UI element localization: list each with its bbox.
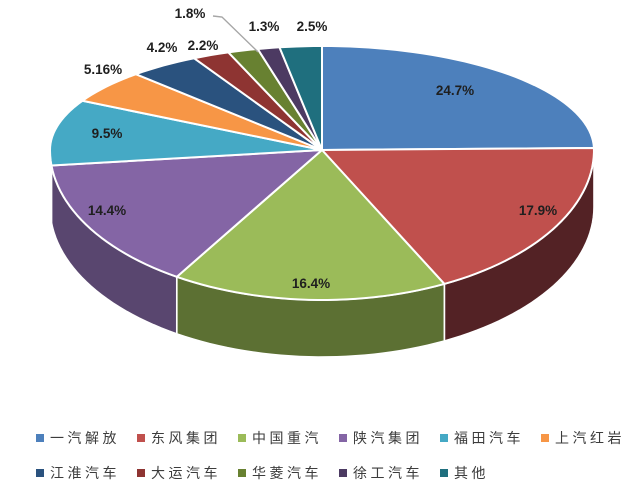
- pie-slice-0: [321, 45, 595, 151]
- legend-swatch-icon: [440, 434, 448, 442]
- slice-label-1: 17.9%: [519, 203, 557, 218]
- legend-swatch-icon: [339, 469, 347, 477]
- slice-label-0: 24.7%: [436, 83, 474, 98]
- legend-swatch-icon: [137, 434, 145, 442]
- legend-item-10: 其他: [440, 464, 489, 482]
- legend-swatch-icon: [541, 434, 549, 442]
- legend-label: 其他: [454, 465, 489, 481]
- pie-chart: 24.7% 17.9% 16.4% 14.4% 9.5% 5.16% 4.2% 2.2% 1.8…: [49, 6, 595, 358]
- legend-label: 中国重汽: [252, 430, 322, 446]
- legend-item-5: 上汽红岩: [541, 429, 625, 447]
- slice-label-2: 16.4%: [292, 276, 330, 291]
- slice-label-4: 9.5%: [92, 126, 123, 141]
- legend-item-1: 东风集团: [137, 429, 221, 447]
- slice-label-7: 2.2%: [188, 38, 219, 53]
- slice-label-9: 1.3%: [249, 19, 280, 34]
- legend-swatch-icon: [440, 469, 448, 477]
- legend-label: 东风集团: [151, 430, 221, 446]
- pie-slice-3: [50, 149, 323, 278]
- legend-swatch-icon: [36, 434, 44, 442]
- pie-slice-5: [81, 73, 323, 151]
- slice-label-10: 2.5%: [297, 19, 328, 34]
- legend-item-2: 中国重汽: [238, 429, 322, 447]
- legend-label: 徐工汽车: [353, 465, 423, 481]
- slice-label-8: 1.8%: [175, 6, 206, 21]
- legend-row-2: 江淮汽车 大运汽车 华菱汽车 徐工汽车 其他: [36, 464, 636, 482]
- legend-label: 福田汽车: [454, 430, 524, 446]
- legend-item-6: 江淮汽车: [36, 464, 120, 482]
- legend-label: 上汽红岩: [555, 430, 625, 446]
- legend-item-4: 福田汽车: [440, 429, 524, 447]
- legend-label: 一汽解放: [50, 430, 120, 446]
- pie-slice-4: [49, 99, 323, 167]
- pie-slice-1: [321, 146, 595, 285]
- pie-slice-2: [175, 149, 446, 301]
- legend-label: 华菱汽车: [252, 465, 322, 481]
- legend-item-3: 陕汽集团: [339, 429, 423, 447]
- leader-line: [212, 15, 259, 53]
- legend-item-8: 华菱汽车: [238, 464, 322, 482]
- legend-item-0: 一汽解放: [36, 429, 120, 447]
- pie-slice-6: [134, 57, 323, 151]
- legend-swatch-icon: [238, 469, 246, 477]
- legend-item-9: 徐工汽车: [339, 464, 423, 482]
- pie-slice-10: [278, 45, 323, 151]
- legend-label: 大运汽车: [151, 465, 221, 481]
- legend-label: 陕汽集团: [353, 430, 423, 446]
- slice-label-5: 5.16%: [84, 62, 122, 77]
- legend-swatch-icon: [137, 469, 145, 477]
- slice-label-3: 14.4%: [88, 203, 126, 218]
- legend-label: 江淮汽车: [50, 465, 120, 481]
- slice-label-6: 4.2%: [147, 40, 178, 55]
- legend-swatch-icon: [339, 434, 347, 442]
- legend-row-1: 一汽解放 东风集团 中国重汽 陕汽集团 福田汽车 上汽红岩: [36, 429, 636, 447]
- legend-swatch-icon: [36, 469, 44, 477]
- chart-legend: 一汽解放 东风集团 中国重汽 陕汽集团 福田汽车 上汽红岩 江淮汽车 大运汽车 华菱汽车 徐工汽…: [36, 429, 636, 497]
- legend-item-7: 大运汽车: [137, 464, 221, 482]
- legend-swatch-icon: [238, 434, 246, 442]
